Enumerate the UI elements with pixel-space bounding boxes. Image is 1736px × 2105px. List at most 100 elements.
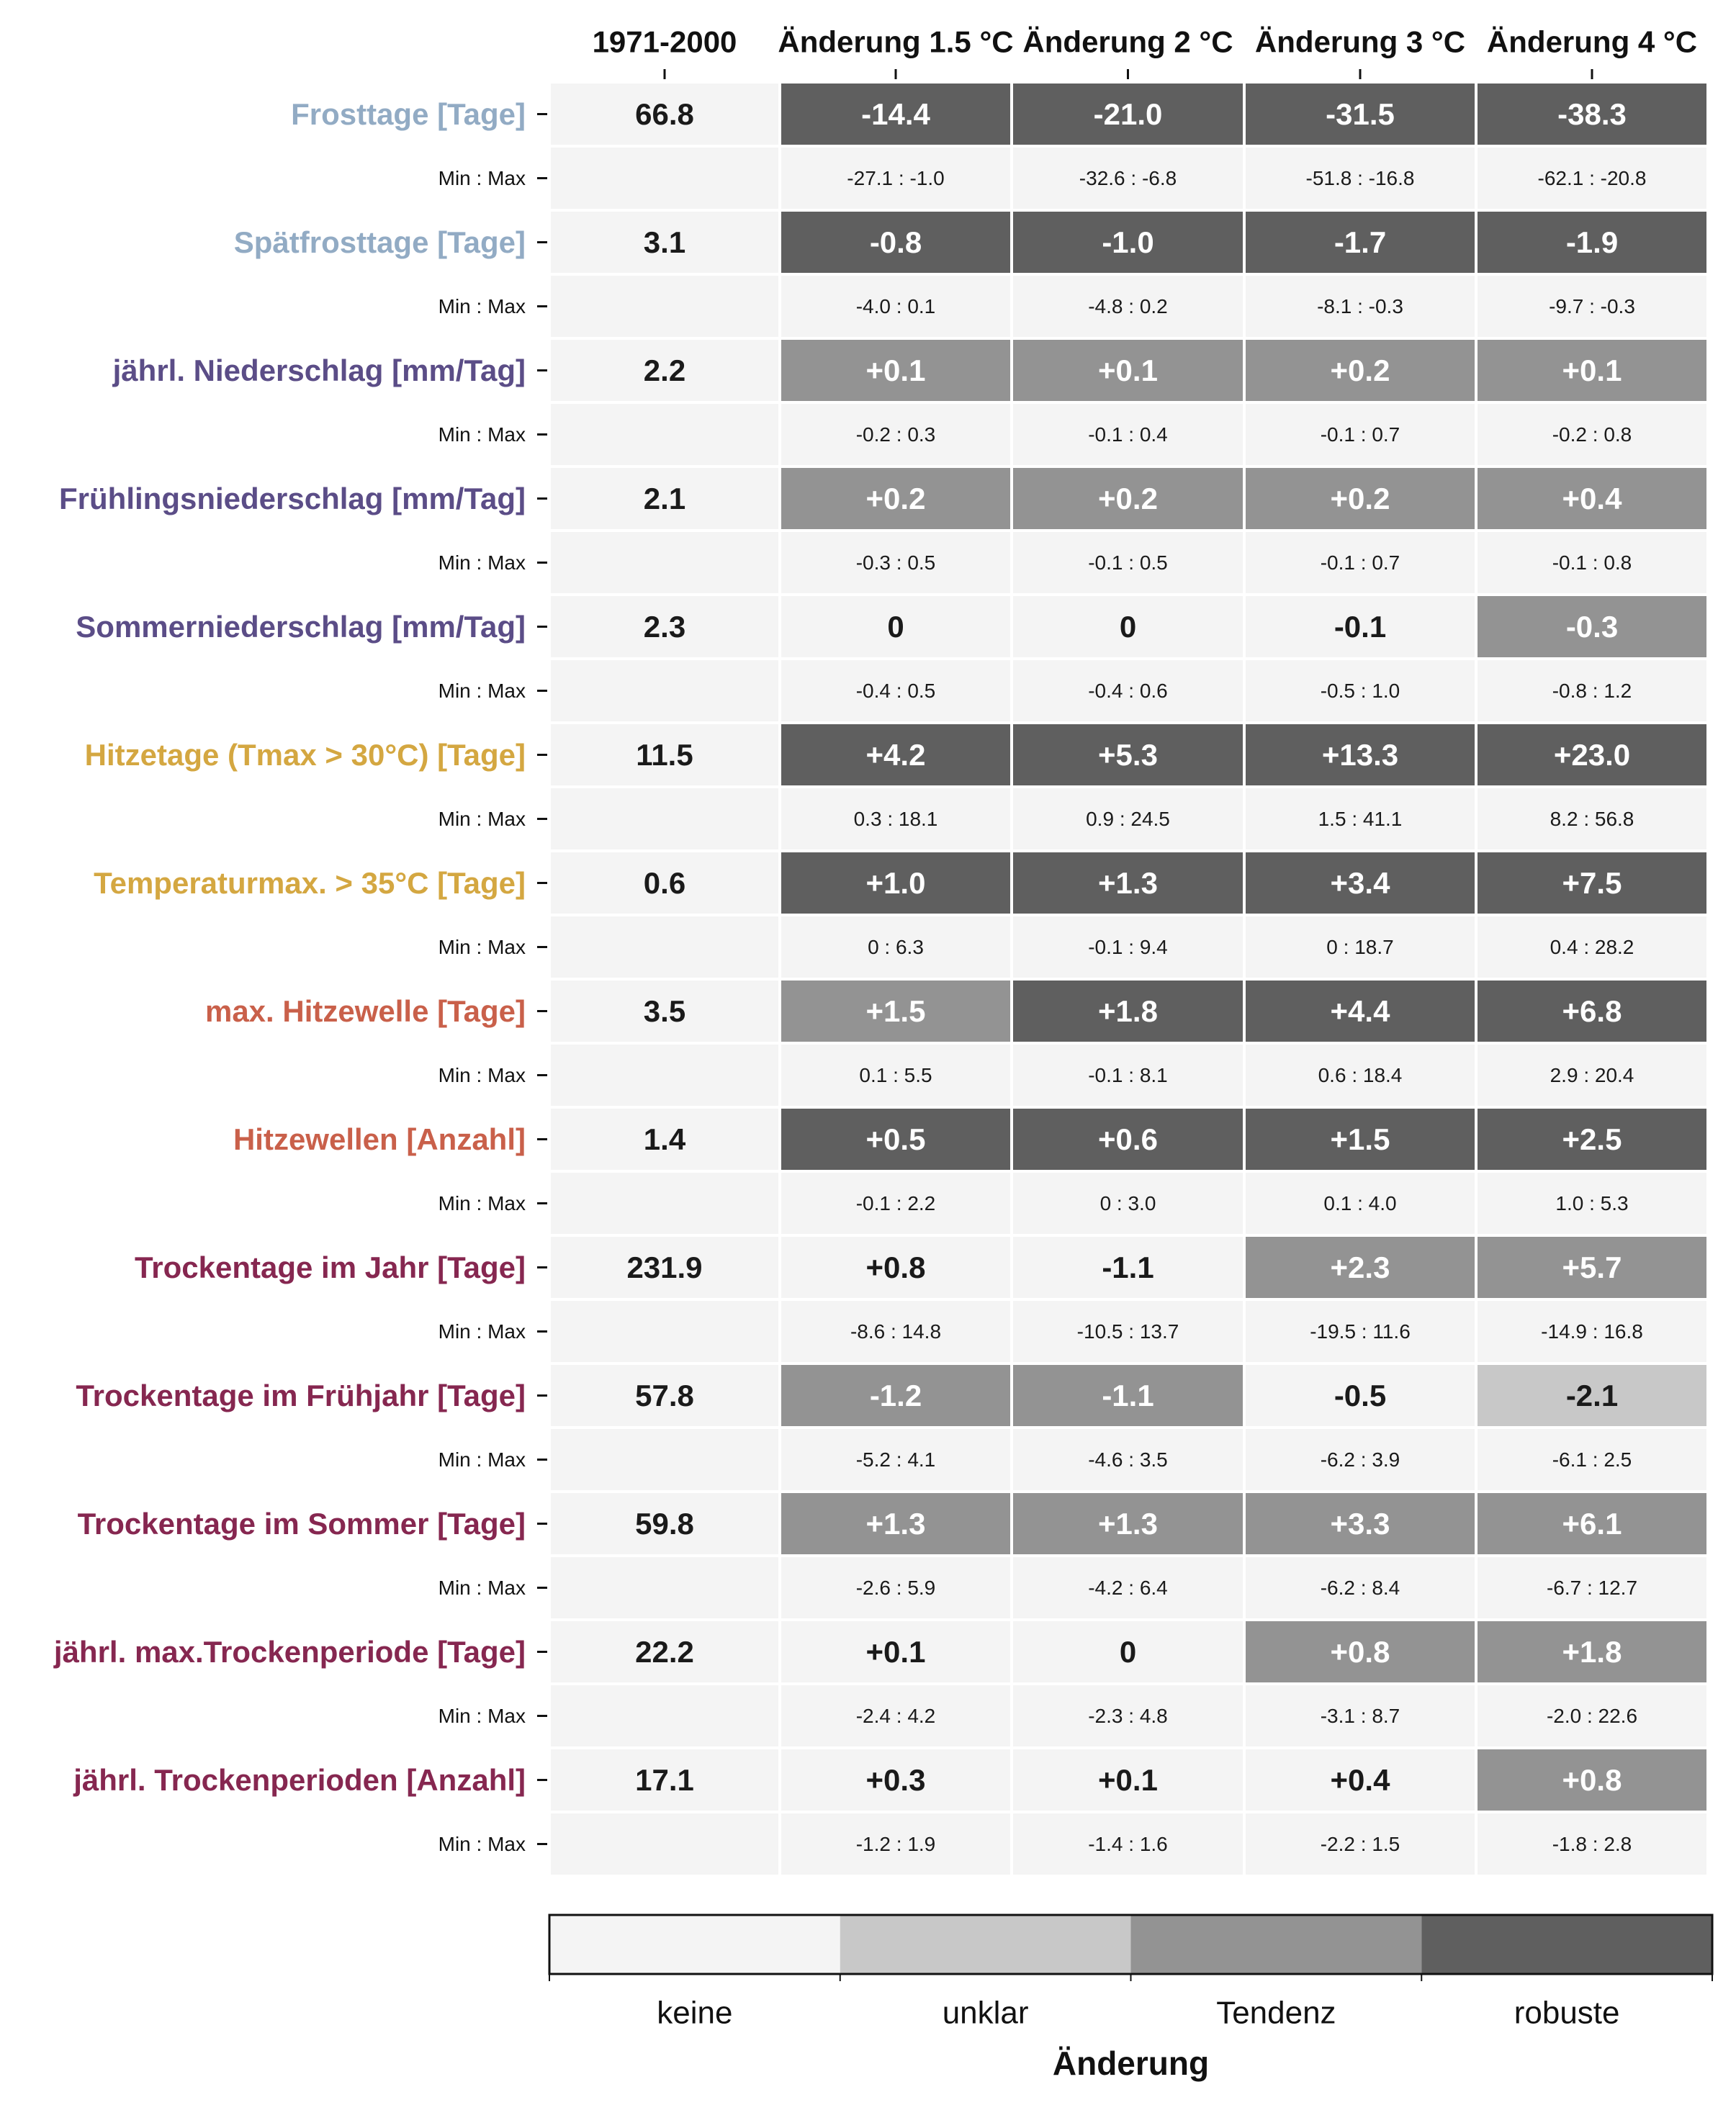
change-cell (1013, 1365, 1243, 1426)
legend-swatch (1130, 1915, 1422, 1974)
minmax-cell (551, 916, 778, 978)
change-value: +0.8 (1331, 1635, 1390, 1669)
change-value: +0.2 (866, 482, 926, 515)
change-value: +0.4 (1562, 482, 1623, 515)
change-value: +1.3 (1098, 866, 1158, 900)
minmax-range: -32.6 : -6.8 (1079, 167, 1177, 189)
change-value: -1.7 (1334, 225, 1386, 259)
change-value: +23.0 (1554, 738, 1630, 772)
minmax-cell (1246, 1045, 1475, 1106)
baseline-cell (551, 1237, 778, 1298)
legend-frame (548, 1914, 1714, 1975)
change-cell (781, 340, 1010, 401)
change-value: -31.5 (1326, 97, 1395, 131)
baseline-value: 0.6 (644, 866, 685, 900)
baseline-value: 66.8 (635, 97, 694, 131)
baseline-value: 22.2 (635, 1635, 694, 1669)
minmax-label: Min : Max (439, 1192, 526, 1214)
row-label: max. Hitzewelle [Tage] (205, 994, 526, 1028)
table-cells: 66.8 -14.4 -27.1 : -1.0 -21.0 -32.6 : -6.8 -3… (551, 84, 1706, 1875)
minmax-range: -0.2 : 0.8 (1552, 423, 1632, 446)
change-cell (1246, 1237, 1475, 1298)
minmax-cell (1013, 1429, 1243, 1490)
baseline-value: 2.3 (644, 610, 685, 644)
change-value: +1.8 (1562, 1635, 1622, 1669)
baseline-cell (551, 1493, 778, 1554)
minmax-cell (1013, 1301, 1243, 1362)
change-value: +5.3 (1098, 738, 1158, 772)
change-cell (1013, 724, 1243, 785)
minmax-range: 0 : 18.7 (1326, 936, 1393, 958)
minmax-cell (1246, 1173, 1475, 1234)
minmax-cell (1013, 532, 1243, 593)
change-cell (1246, 1109, 1475, 1170)
change-cell (1246, 340, 1475, 401)
row-label: Hitzewellen [Anzahl] (233, 1122, 526, 1156)
change-cell (1246, 212, 1475, 273)
baseline-value: 59.8 (635, 1507, 694, 1541)
minmax-label: Min : Max (439, 808, 526, 830)
change-cell (1478, 1493, 1706, 1554)
change-cell (1013, 1621, 1243, 1682)
change-cell (781, 1237, 1010, 1298)
minmax-range: -19.5 : 11.6 (1310, 1320, 1411, 1343)
change-value: -1.1 (1102, 1379, 1153, 1412)
minmax-cell (1478, 1557, 1706, 1618)
minmax-range: 1.5 : 41.1 (1318, 808, 1403, 830)
minmax-range: -62.1 : -20.8 (1538, 167, 1647, 189)
change-cell (1246, 1365, 1475, 1426)
baseline-cell (551, 724, 778, 785)
minmax-range: 0 : 6.3 (868, 936, 924, 958)
row-labels: Frosttage [Tage] Min : Max Spätfrosttage [… (53, 97, 547, 1855)
minmax-range: -6.7 : 12.7 (1547, 1577, 1637, 1599)
row-label: jährl. max.Trockenperiode [Tage] (53, 1635, 526, 1669)
minmax-range: -0.2 : 0.3 (856, 423, 936, 446)
column-header: Änderung 2 °C (1022, 25, 1233, 59)
minmax-range: -0.1 : 0.8 (1552, 551, 1632, 574)
change-cell (781, 1365, 1010, 1426)
minmax-label: Min : Max (439, 167, 526, 189)
change-cell (1246, 1749, 1475, 1811)
minmax-cell (781, 532, 1010, 593)
change-cell (781, 981, 1010, 1042)
change-value: +0.1 (866, 353, 926, 387)
minmax-range: 0.9 : 24.5 (1086, 808, 1170, 830)
minmax-range: -6.2 : 3.9 (1321, 1448, 1400, 1471)
change-cell (781, 1493, 1010, 1554)
minmax-cell (1478, 1173, 1706, 1234)
change-cell (1478, 852, 1706, 914)
baseline-cell (551, 1621, 778, 1682)
minmax-range: -2.0 : 22.6 (1547, 1705, 1637, 1727)
row-label: Temperaturmax. > 35°C [Tage] (94, 866, 526, 900)
minmax-range: -4.2 : 6.4 (1088, 1577, 1168, 1599)
minmax-label: Min : Max (439, 1320, 526, 1343)
minmax-range: -9.7 : -0.3 (1549, 295, 1635, 317)
minmax-cell (781, 1301, 1010, 1362)
minmax-cell (551, 1045, 778, 1106)
change-cell (1013, 340, 1243, 401)
change-value: +1.5 (866, 994, 926, 1028)
minmax-cell (1013, 1685, 1243, 1746)
minmax-cell (1013, 1173, 1243, 1234)
change-value: -38.3 (1557, 97, 1627, 131)
baseline-cell (551, 596, 778, 657)
minmax-cell (551, 276, 778, 337)
change-value: -2.1 (1566, 1379, 1618, 1412)
change-value: +0.5 (866, 1122, 926, 1156)
minmax-label: Min : Max (439, 680, 526, 702)
baseline-cell (551, 212, 778, 273)
baseline-cell (551, 1749, 778, 1811)
change-value: +0.4 (1331, 1763, 1391, 1797)
legend-swatch (1421, 1915, 1712, 1974)
legend: keine unklar Tendenz robuste Änderung (548, 1914, 1714, 2082)
baseline-cell (551, 84, 778, 145)
change-value: +13.3 (1322, 738, 1398, 772)
minmax-cell (551, 660, 778, 721)
minmax-cell (1246, 1429, 1475, 1490)
change-cell (1246, 596, 1475, 657)
change-cell (781, 852, 1010, 914)
minmax-cell (1246, 404, 1475, 465)
minmax-cell (1246, 1685, 1475, 1746)
minmax-cell (781, 1813, 1010, 1875)
